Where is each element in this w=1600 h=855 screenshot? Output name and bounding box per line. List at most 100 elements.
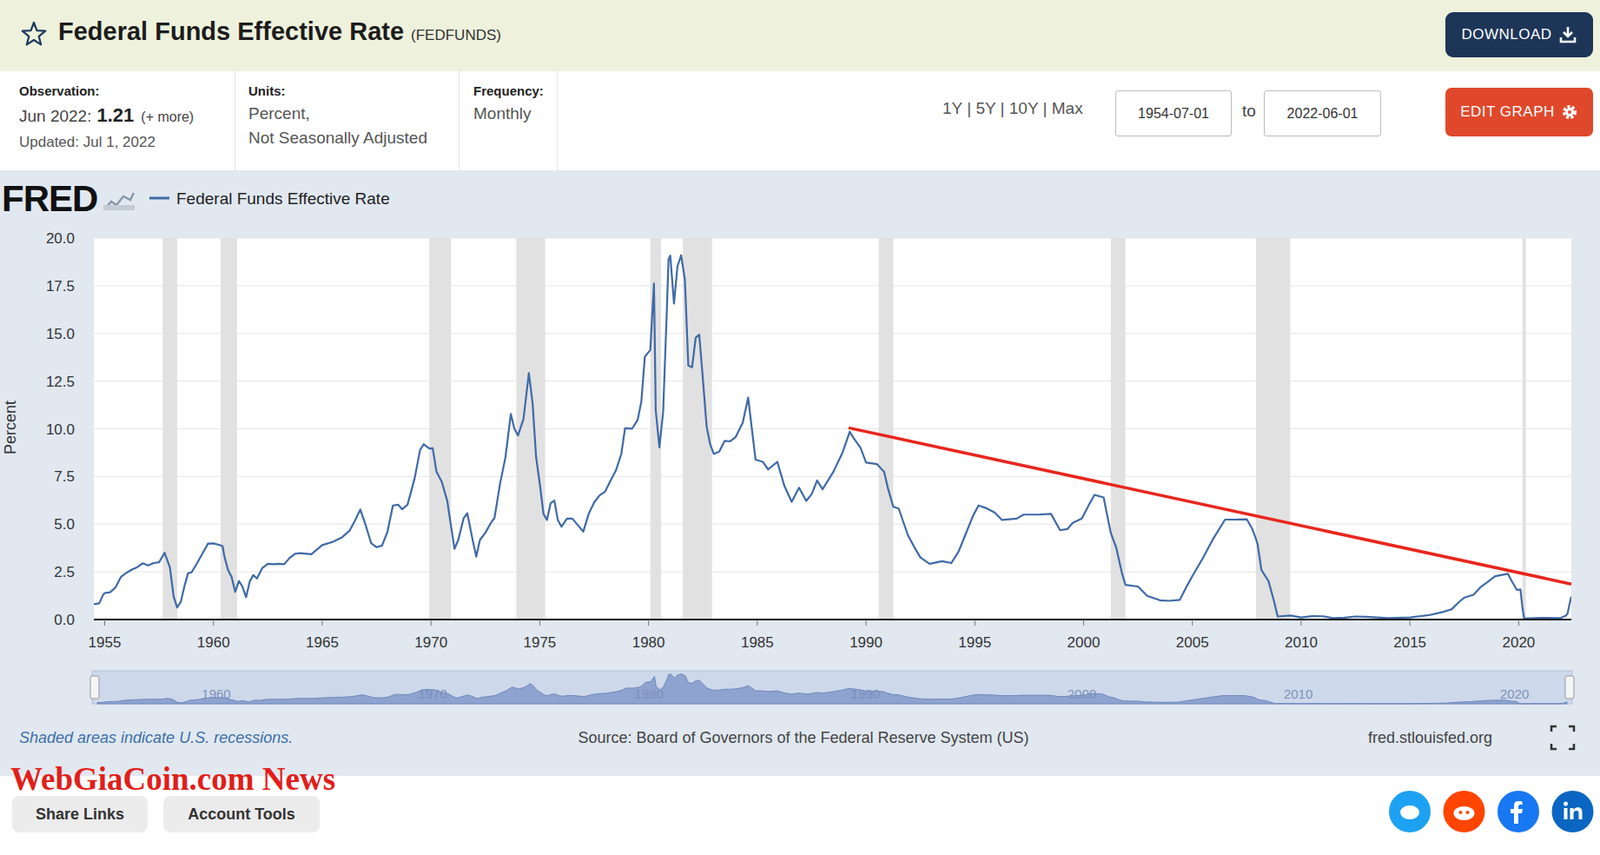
x-tick-label: 1975 bbox=[522, 634, 556, 651]
grid-line bbox=[93, 476, 1572, 477]
watermark: WebGiaCoin.com News bbox=[10, 760, 336, 797]
x-tick-label: 2010 bbox=[1284, 634, 1318, 651]
recession-band bbox=[162, 238, 178, 620]
x-tick bbox=[430, 619, 432, 626]
page: Federal Funds Effective Rate (FEDFUNDS) DO… bbox=[0, 0, 1600, 855]
recession-band bbox=[220, 238, 238, 620]
recession-band bbox=[429, 238, 451, 620]
plot-area bbox=[93, 238, 1572, 620]
title-row: Federal Funds Effective Rate (FEDFUNDS) bbox=[58, 17, 502, 47]
navigator-label: 1960 bbox=[201, 686, 231, 701]
x-tick-label: 1990 bbox=[849, 634, 883, 651]
grid-line bbox=[93, 380, 1572, 382]
units-value: Not Seasonally Adjusted bbox=[248, 128, 428, 148]
download-label: DOWNLOAD bbox=[1461, 26, 1552, 44]
download-arrow bbox=[1560, 26, 1575, 42]
grid-line bbox=[93, 428, 1572, 430]
x-tick-label: 1970 bbox=[414, 634, 448, 651]
source: Source: Board of Governors of the Federa… bbox=[577, 728, 1029, 747]
grid-line bbox=[93, 571, 1572, 573]
series-line bbox=[93, 255, 1572, 619]
account-tools-button[interactable]: Account Tools bbox=[163, 795, 320, 833]
linkedin-n bbox=[1570, 806, 1583, 820]
legend-swatch bbox=[149, 197, 170, 200]
x-tick-label: 2015 bbox=[1393, 634, 1427, 651]
facebook-glyph bbox=[1510, 800, 1523, 824]
x-tick-label: 2005 bbox=[1176, 634, 1210, 651]
grid-line bbox=[93, 619, 1572, 621]
linkedin-icon[interactable] bbox=[1552, 790, 1594, 833]
x-tick bbox=[1409, 619, 1411, 626]
navigator bbox=[92, 670, 1573, 704]
date-to: 2022-06-01 bbox=[1287, 105, 1359, 122]
facebook-icon[interactable] bbox=[1497, 790, 1540, 833]
grid-line bbox=[93, 284, 1572, 286]
x-tick bbox=[974, 619, 976, 626]
star-icon[interactable] bbox=[19, 19, 49, 49]
x-tick bbox=[321, 619, 323, 626]
x-tick bbox=[756, 619, 758, 626]
y-tick-label: 17.5 bbox=[46, 277, 75, 295]
observation-label: Observation: bbox=[19, 83, 100, 99]
y-tick-label: 2.5 bbox=[53, 563, 75, 581]
navigator-label: 2000 bbox=[1067, 686, 1097, 701]
edit-graph-button[interactable]: EDIT GRAPH bbox=[1445, 87, 1594, 137]
account-tools-label: Account Tools bbox=[187, 805, 296, 824]
x-tick-label: 1995 bbox=[958, 634, 992, 651]
navigator-label: 1970 bbox=[417, 686, 447, 701]
to-label: to bbox=[1242, 101, 1257, 121]
date-to-input[interactable]: 2022-06-01 bbox=[1263, 90, 1382, 137]
navigator-label: 2010 bbox=[1283, 686, 1313, 701]
gear-hole bbox=[1567, 110, 1572, 114]
navigator-handle[interactable] bbox=[90, 675, 100, 699]
y-tick-label: 12.5 bbox=[46, 373, 75, 391]
frequency-label: Frequency: bbox=[473, 83, 544, 99]
grid-line bbox=[93, 238, 1572, 239]
series-id: (FEDFUNDS) bbox=[410, 26, 502, 45]
recession-band bbox=[1522, 238, 1527, 620]
share-links-button[interactable]: Share Links bbox=[12, 795, 148, 833]
plot-background bbox=[93, 238, 1572, 620]
x-tick bbox=[212, 619, 214, 626]
twitter-icon[interactable] bbox=[1388, 790, 1431, 833]
x-tick bbox=[1191, 619, 1193, 626]
navigator-label: 1980 bbox=[634, 686, 664, 701]
recession-band bbox=[650, 238, 662, 620]
x-tick-label: 1985 bbox=[740, 634, 774, 651]
date-from: 1954-07-01 bbox=[1137, 105, 1210, 122]
star-shape bbox=[22, 22, 47, 45]
y-axis-label: Percent bbox=[1, 400, 20, 455]
range-buttons[interactable]: 1Y | 5Y | 10Y | Max bbox=[942, 99, 1084, 119]
reddit-icon[interactable] bbox=[1443, 790, 1486, 833]
download-button[interactable]: DOWNLOAD bbox=[1445, 12, 1594, 58]
twitter-bird bbox=[1400, 805, 1420, 820]
separator bbox=[234, 71, 236, 171]
recession-band bbox=[1110, 238, 1126, 620]
chart-svg: 0.02.55.07.510.012.515.017.520.019551960… bbox=[0, 0, 1600, 855]
x-tick-label: 1960 bbox=[197, 634, 231, 651]
observation-date: Jun 2022: bbox=[19, 106, 92, 126]
x-tick-label: 2020 bbox=[1501, 634, 1535, 651]
x-tick-label: 1980 bbox=[632, 634, 666, 651]
reddit-eye bbox=[1459, 810, 1463, 814]
title: Federal Funds Effective Rate bbox=[58, 17, 404, 47]
x-tick bbox=[1300, 619, 1302, 626]
recession-note: Shaded areas indicate U.S. recessions. bbox=[19, 728, 293, 747]
reddit-eye bbox=[1466, 810, 1470, 814]
y-tick-label: 20.0 bbox=[46, 230, 75, 247]
navigator-handle[interactable] bbox=[1565, 675, 1574, 699]
linkedin-dot bbox=[1563, 801, 1568, 807]
grid-line bbox=[93, 523, 1572, 525]
logo-base bbox=[103, 204, 135, 211]
legend-label: Federal Funds Effective Rate bbox=[176, 189, 391, 208]
x-tick-label: 1965 bbox=[305, 634, 339, 651]
y-tick-label: 5.0 bbox=[53, 515, 75, 533]
date-from-input[interactable]: 1954-07-01 bbox=[1115, 90, 1232, 137]
observation-more[interactable]: (+ more) bbox=[140, 109, 194, 126]
separator bbox=[458, 71, 460, 171]
x-tick bbox=[1083, 619, 1085, 626]
trend-line bbox=[848, 427, 1572, 584]
navigator-label: 2020 bbox=[1500, 686, 1529, 701]
units-label: Units: bbox=[248, 83, 286, 99]
linkedin-bar bbox=[1564, 807, 1568, 820]
